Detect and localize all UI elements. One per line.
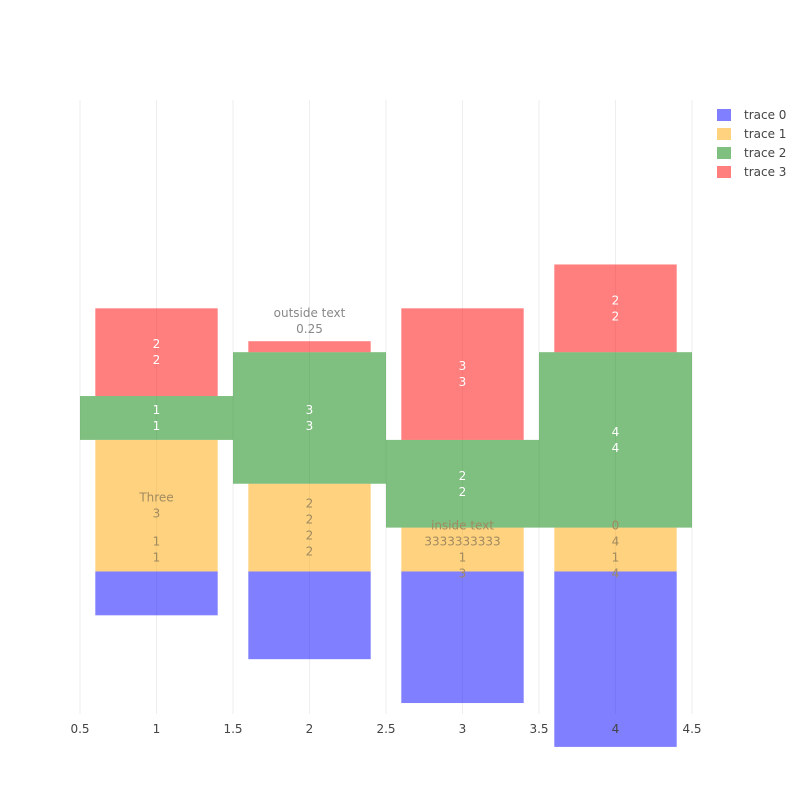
bar-text-label: 2: [612, 293, 620, 307]
bars-layer: [80, 264, 692, 747]
bar-trace-2[interactable]: [539, 352, 692, 528]
bar-trace-1[interactable]: [95, 439, 218, 572]
legend-swatch[interactable]: [717, 166, 731, 178]
bar-trace-0[interactable]: [554, 571, 677, 747]
bar-text-layer: Three 3 2 2 2 2 inside text 3333333333 1 3 0 4 1 4 1 1 3…: [138, 293, 619, 580]
bar-text-label: Three: [138, 491, 173, 505]
bar-trace-3[interactable]: [554, 264, 677, 353]
bar-text-label: 4: [612, 567, 620, 581]
bar-text-label: outside text: [274, 306, 346, 320]
bar-text-label: 2: [306, 497, 314, 511]
bar-text-label: inside text: [431, 519, 494, 533]
bar-text-label: 3: [459, 375, 467, 389]
bar-text-label: 2: [306, 545, 314, 559]
bar-trace-3[interactable]: [401, 308, 524, 440]
x-tick-label: 1.5: [223, 722, 242, 736]
bar-text-label: 2: [153, 353, 161, 367]
bar-trace-2[interactable]: [80, 396, 233, 440]
bar-trace-1[interactable]: [248, 483, 371, 572]
x-axis: 0.5 1 1.5 2 2.5 3 3.5 4 4.5: [70, 722, 701, 736]
bar-text-label: 1: [153, 403, 161, 417]
bar-text-label: 4: [612, 535, 620, 549]
legend-label[interactable]: trace 0: [744, 108, 786, 122]
bar-trace-2[interactable]: [233, 352, 386, 484]
bar-text-label: 0.25: [296, 322, 323, 336]
bar-text-label: 0: [612, 519, 620, 533]
x-tick-label: 1: [153, 722, 161, 736]
bar-trace-0[interactable]: [95, 571, 218, 616]
x-tick-label: 3.5: [529, 722, 548, 736]
bar-trace-0[interactable]: [401, 571, 524, 704]
legend-label[interactable]: trace 2: [744, 146, 786, 160]
bar-text-label: 2: [153, 337, 161, 351]
bar-text-label: 3: [459, 567, 467, 581]
bar-text-label: 1: [459, 551, 467, 565]
legend[interactable]: trace 0 trace 1 trace 2 trace 3: [717, 108, 786, 179]
bar-text-label: 2: [612, 309, 620, 323]
bar-text-label: 1: [153, 551, 161, 565]
bar-text-label: 4: [612, 425, 620, 439]
legend-swatch[interactable]: [717, 128, 731, 140]
x-tick-label: 2.5: [376, 722, 395, 736]
bar-text-label: 4: [612, 441, 620, 455]
legend-swatch[interactable]: [717, 109, 731, 121]
bar-trace-3[interactable]: [95, 308, 218, 397]
bar-text-label: 1: [153, 535, 161, 549]
bar-text-label: 3: [459, 359, 467, 373]
bar-trace-1[interactable]: [554, 527, 677, 572]
x-tick-label: 4.5: [682, 722, 701, 736]
legend-swatch[interactable]: [717, 147, 731, 159]
bar-trace-0[interactable]: [248, 571, 371, 660]
bar-trace-1[interactable]: [401, 527, 524, 572]
bar-text-label: 2: [459, 469, 467, 483]
legend-label[interactable]: trace 3: [744, 165, 786, 179]
bar-text-label: 2: [306, 513, 314, 527]
bar-text-label: 1: [153, 419, 161, 433]
bar-text-label: 3: [306, 403, 314, 417]
x-tick-label: 4: [612, 722, 620, 736]
x-tick-label: 3: [459, 722, 467, 736]
bar-text-label: 3: [153, 507, 161, 521]
x-tick-label: 0.5: [70, 722, 89, 736]
bar-text-label: 2: [459, 485, 467, 499]
legend-label[interactable]: trace 1: [744, 127, 786, 141]
bar-text-label: 3333333333: [424, 535, 500, 549]
bar-trace-2[interactable]: [386, 439, 539, 528]
x-tick-label: 2: [306, 722, 314, 736]
bar-text-label: 3: [306, 419, 314, 433]
bar-text-label: 1: [612, 551, 620, 565]
bar-text-label: 2: [306, 529, 314, 543]
bar-trace-3[interactable]: [248, 341, 371, 353]
